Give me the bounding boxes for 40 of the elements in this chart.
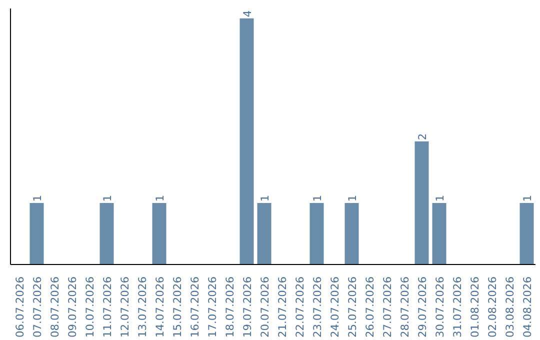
x-tick-label: 02.08.2026 — [486, 276, 499, 338]
x-tick-label: 03.08.2026 — [503, 276, 516, 338]
x-tick-label: 11.07.2026 — [100, 276, 114, 338]
x-tick-label: 24.07.2026 — [328, 276, 342, 338]
data-label: 1 — [310, 194, 324, 202]
x-tick-label: 14.07.2026 — [153, 276, 166, 338]
x-tick-label: 19.07.2026 — [240, 276, 254, 338]
x-tick-label: 04.08.2026 — [520, 276, 534, 338]
x-tick-label: 15.07.2026 — [170, 276, 184, 338]
data-label: 1 — [520, 194, 534, 202]
data-label: 1 — [346, 194, 359, 202]
x-tick-label: 22.07.2026 — [293, 276, 306, 338]
x-tick-label: 28.07.2026 — [398, 276, 412, 338]
x-tick-label: 06.07.2026 — [13, 276, 26, 338]
data-label: 4 — [240, 10, 254, 18]
data-label: 1 — [153, 194, 166, 202]
data-label: 1 — [258, 194, 272, 202]
data-label: 1 — [100, 194, 114, 202]
x-tick-label: 31.07.2026 — [450, 276, 464, 338]
x-tick-label: 26.07.2026 — [363, 276, 376, 338]
x-tick-label: 29.07.2026 — [416, 276, 429, 338]
x-tick-label: 16.07.2026 — [188, 276, 202, 338]
x-tick-label: 23.07.2026 — [310, 276, 324, 338]
x-tick-label: 20.07.2026 — [258, 276, 272, 338]
x-tick-label: 07.07.2026 — [30, 276, 44, 338]
x-tick-label: 10.07.2026 — [83, 276, 96, 338]
x-tick-label: 17.07.2026 — [206, 276, 219, 338]
x-tick-label: 27.07.2026 — [380, 276, 394, 338]
x-tick-label: 01.08.2026 — [468, 276, 482, 338]
x-tick-label: 12.07.2026 — [118, 276, 132, 338]
x-tick-label: 08.07.2026 — [48, 276, 62, 338]
data-label: 1 — [30, 194, 44, 202]
x-tick-label: 09.07.2026 — [66, 276, 79, 338]
data-label: 2 — [416, 133, 429, 140]
x-tick-label: 25.07.2026 — [346, 276, 359, 338]
x-tick-label: 21.07.2026 — [276, 276, 289, 338]
x-tick-label: 30.07.2026 — [433, 276, 446, 338]
x-tick-label: 13.07.2026 — [136, 276, 149, 338]
data-label: 1 — [433, 194, 446, 202]
x-tick-label: 18.07.2026 — [223, 276, 236, 338]
